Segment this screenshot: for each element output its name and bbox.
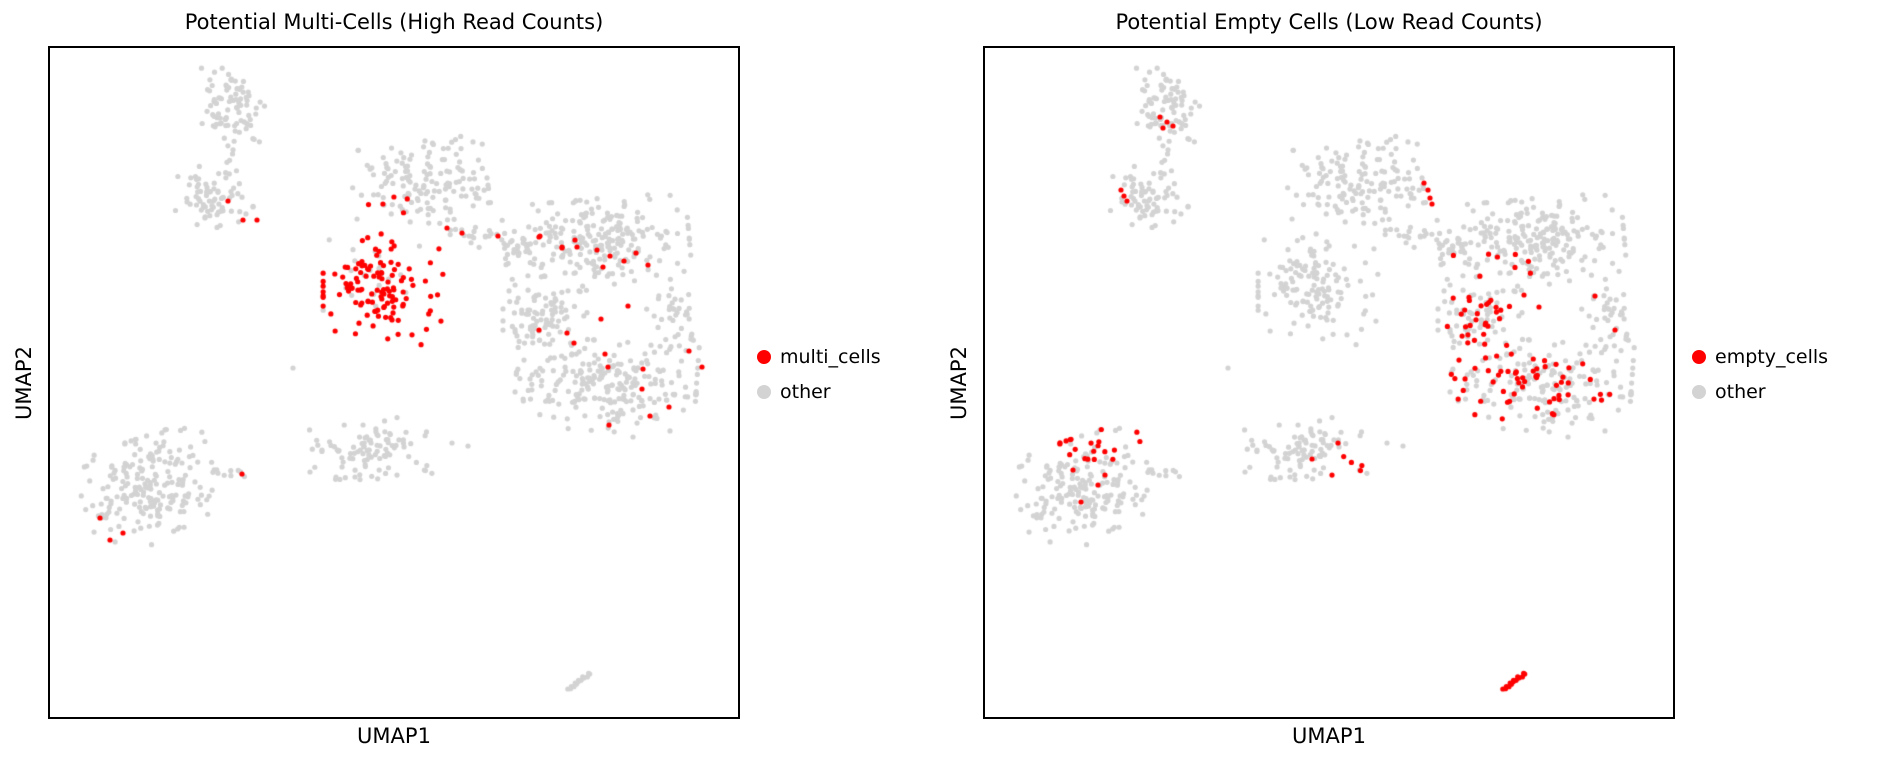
x-axis-label-right: UMAP1	[1292, 724, 1366, 748]
legend-marker-multi-cells	[757, 350, 771, 364]
legend-label-empty-cells: empty_cells	[1715, 346, 1829, 368]
umap-panel-left: Potential Multi-Cells (High Read Counts)…	[0, 0, 945, 770]
legend-marker-other-right	[1692, 385, 1706, 399]
legend-label-other-right: other	[1715, 381, 1766, 403]
y-axis-label-right: UMAP2	[947, 345, 972, 420]
umap-panel-right: Potential Empty Cells (Low Read Counts) …	[935, 0, 1880, 770]
x-axis-label-left: UMAP1	[357, 724, 431, 748]
legend-label-multi-cells: multi_cells	[780, 346, 881, 368]
legend-left: multi_cells other	[757, 344, 881, 405]
legend-label-other-left: other	[780, 381, 831, 403]
legend-item-other-left: other	[757, 379, 881, 405]
legend-marker-other-left	[757, 385, 771, 399]
plot-area-left	[48, 46, 740, 719]
panel-title-right: Potential Empty Cells (Low Read Counts)	[1115, 10, 1543, 34]
umap-scatter-canvas-left	[50, 48, 738, 717]
plot-area-right	[983, 46, 1675, 719]
legend-item-empty-cells: empty_cells	[1692, 344, 1828, 370]
legend-item-multi-cells: multi_cells	[757, 344, 881, 370]
panel-title-left: Potential Multi-Cells (High Read Counts)	[184, 10, 604, 34]
legend-right: empty_cells other	[1692, 344, 1828, 405]
legend-item-other-right: other	[1692, 379, 1828, 405]
legend-marker-empty-cells	[1692, 350, 1706, 364]
y-axis-label-left: UMAP2	[12, 345, 37, 420]
umap-scatter-canvas-right	[985, 48, 1673, 717]
